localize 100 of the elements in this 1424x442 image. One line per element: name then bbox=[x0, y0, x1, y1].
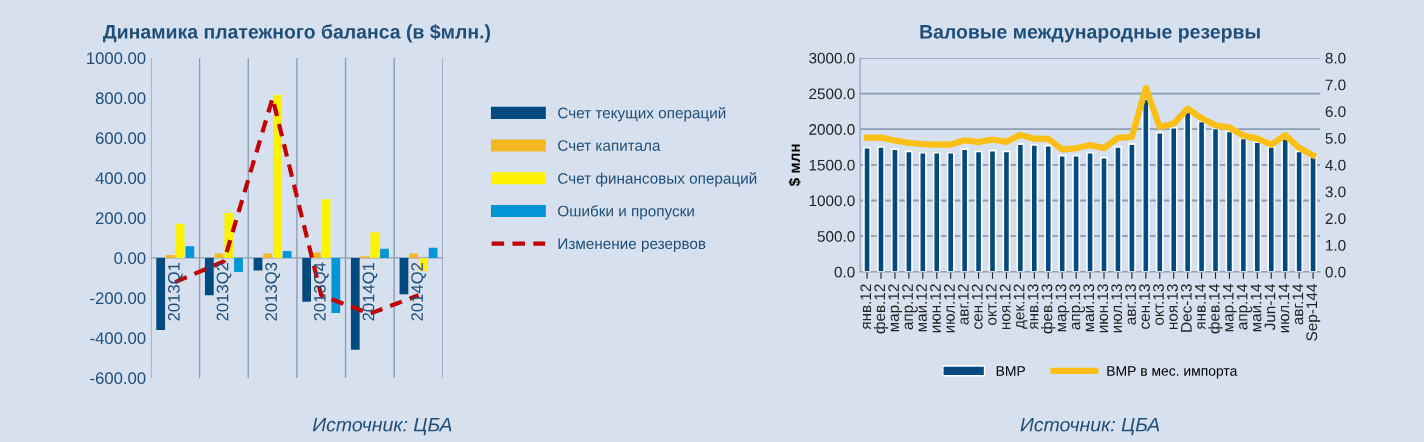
x-tick-label: май.14 bbox=[1249, 284, 1262, 332]
bar bbox=[350, 257, 360, 350]
x-tick-label: май.13 bbox=[1082, 284, 1095, 332]
x-tick-label: фев.14 bbox=[1208, 284, 1223, 334]
x-tick-label: 2014Q1 bbox=[362, 262, 378, 321]
bar bbox=[234, 257, 243, 272]
bar bbox=[1197, 120, 1206, 272]
x-tick-label: Sep-144 bbox=[1306, 284, 1321, 341]
x-tick-label: Jun-14 bbox=[1264, 284, 1276, 331]
x-tick-label: апр.14 bbox=[1236, 284, 1251, 330]
bar bbox=[370, 232, 380, 258]
y-tick-label: -600.00 bbox=[90, 372, 146, 385]
bar bbox=[1113, 146, 1122, 272]
legend-label: Счет финансовых операций bbox=[558, 172, 757, 187]
y2-tick-label: 1.0 bbox=[1326, 239, 1346, 251]
x-tick-label: авг.14 bbox=[1292, 284, 1304, 325]
bar bbox=[1253, 141, 1262, 272]
chart-title: Валовые международные резервы bbox=[920, 25, 1260, 43]
y-tick-label: 400.00 bbox=[95, 172, 146, 185]
y-tick-label: 800.00 bbox=[95, 92, 146, 105]
x-tick-label: янв.13 bbox=[1027, 284, 1039, 330]
bar bbox=[253, 257, 263, 271]
bar bbox=[1155, 131, 1164, 272]
bar bbox=[1281, 138, 1290, 272]
y-tick-label: 2500.0 bbox=[809, 88, 855, 100]
x-tick-label: фев.13 bbox=[1041, 284, 1056, 334]
legend-label: Счет капитала bbox=[558, 140, 661, 151]
bar bbox=[428, 247, 438, 258]
x-tick-label: мар.14 bbox=[1222, 284, 1237, 332]
x-tick-label: сен.13 bbox=[1139, 284, 1150, 329]
x-tick-label: ноя.12 bbox=[999, 284, 1011, 330]
bar bbox=[185, 246, 195, 258]
x-tick-label: авг.12 bbox=[957, 284, 969, 325]
x-tick-label: июл.12 bbox=[943, 284, 955, 333]
y-tick-label: 2000.0 bbox=[809, 124, 855, 135]
y-tick-label: 1500.0 bbox=[809, 159, 855, 171]
bar bbox=[1169, 126, 1178, 272]
y-tick-label: -200.00 bbox=[90, 292, 146, 305]
text: Источник: ЦБА bbox=[312, 417, 452, 436]
x-tick-label: июн.13 bbox=[1097, 284, 1109, 333]
bar bbox=[1100, 156, 1108, 272]
y-tick-label: 500.0 bbox=[817, 231, 855, 242]
bar bbox=[331, 257, 341, 313]
x-tick-label: окт.12 bbox=[985, 284, 997, 325]
x-tick-label: окт.13 bbox=[1153, 284, 1164, 325]
y-tick-label: 0.00 bbox=[114, 252, 146, 265]
x-tick-label: 2013Q4 bbox=[313, 262, 329, 321]
x-tick-label: авг.13 bbox=[1125, 284, 1136, 325]
x-tick-label: мар.13 bbox=[1055, 284, 1070, 332]
x-tick-label: апр.13 bbox=[1069, 284, 1084, 330]
bar bbox=[1030, 144, 1039, 272]
x-tick-label: янв.12 bbox=[860, 284, 872, 330]
x-tick-label: июн.12 bbox=[930, 284, 941, 333]
x-tick-label: май.12 bbox=[915, 284, 927, 332]
bar bbox=[1044, 144, 1053, 272]
x-tick-label: ноя.13 bbox=[1166, 284, 1178, 330]
bar bbox=[380, 248, 389, 258]
x-tick-label: июл.14 bbox=[1278, 284, 1290, 333]
bar bbox=[918, 151, 927, 272]
bar bbox=[1267, 146, 1276, 272]
legend-label: Изменение резервов bbox=[558, 238, 706, 253]
bar bbox=[263, 253, 273, 258]
bar bbox=[399, 257, 409, 295]
y2-tick-label: 8.0 bbox=[1325, 52, 1346, 64]
bar bbox=[1016, 143, 1025, 272]
x-tick-label: дек.12 bbox=[1013, 284, 1028, 329]
bar bbox=[1002, 150, 1011, 272]
chart-title: Динамика платежного баланса (в $млн.) bbox=[103, 24, 491, 43]
bar bbox=[877, 146, 885, 272]
y-tick-label: -400.00 bbox=[90, 332, 146, 345]
bar bbox=[1239, 137, 1248, 272]
y-tick-label: 1000.0 bbox=[809, 195, 855, 207]
x-tick-label: мар.12 bbox=[888, 284, 903, 332]
bar bbox=[960, 148, 969, 272]
y2-tick-label: 5.0 bbox=[1325, 132, 1346, 144]
x-tick-label: 2013Q1 bbox=[167, 262, 183, 321]
bar bbox=[273, 95, 282, 258]
bar bbox=[321, 199, 331, 258]
bar bbox=[904, 150, 913, 272]
bar bbox=[1183, 111, 1192, 272]
legend-label: Счет текущих операций bbox=[558, 106, 726, 122]
bar bbox=[1086, 151, 1095, 272]
bar bbox=[175, 223, 185, 258]
bar bbox=[204, 257, 214, 296]
legend-label: ВМР bbox=[996, 366, 1025, 376]
bar bbox=[282, 250, 292, 258]
bar bbox=[1309, 156, 1318, 272]
x-tick-label: 2014Q2 bbox=[411, 262, 426, 321]
bar bbox=[166, 254, 175, 258]
bar bbox=[863, 146, 872, 272]
y2-tick-label: 4.0 bbox=[1325, 159, 1346, 171]
bar bbox=[1141, 98, 1150, 272]
bar bbox=[302, 257, 312, 302]
bar bbox=[1072, 154, 1081, 272]
x-tick-label: апр.12 bbox=[902, 284, 916, 330]
bar bbox=[1225, 130, 1234, 272]
text: Источник: ЦБА bbox=[1020, 417, 1160, 436]
y-tick-label: 600.00 bbox=[95, 132, 146, 145]
y2-tick-label: 0.0 bbox=[1325, 266, 1346, 278]
bar bbox=[409, 253, 419, 258]
